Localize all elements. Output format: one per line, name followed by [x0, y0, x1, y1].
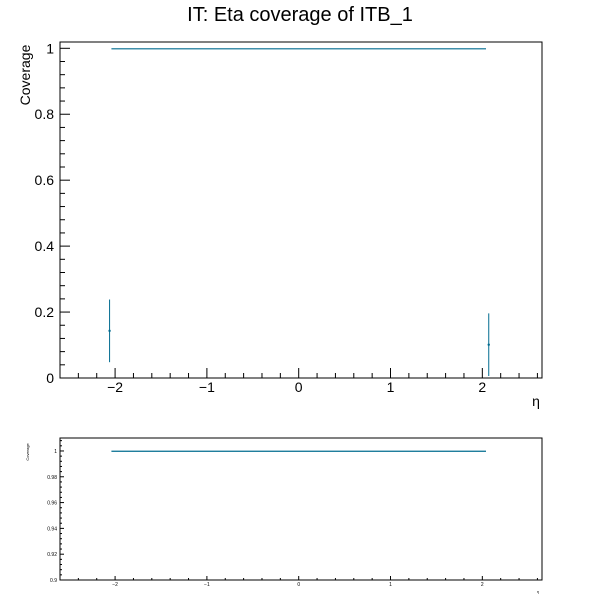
y-tick-label: 1 — [54, 449, 57, 455]
y-tick-label: 0.98 — [47, 475, 57, 481]
x-axis-label: η — [532, 393, 540, 409]
x-tick-label: −1 — [199, 379, 215, 395]
plot-frame — [59, 41, 543, 379]
chart-title: IT: Eta coverage of ITB_1 — [187, 4, 413, 26]
x-tick-label: −2 — [107, 379, 123, 395]
zoom-panel: 0.9 0.92 0.94 0.96 0.98 1 −2 −1 0 1 2 η Coverage — [25, 437, 543, 594]
x-tick-label: −2 — [112, 582, 118, 588]
x-tick-label: 2 — [478, 379, 486, 395]
x-tick-label: −1 — [204, 582, 210, 588]
y-axis-label: Coverage — [25, 443, 30, 461]
x-tick-label: 2 — [481, 582, 484, 588]
data-point — [108, 329, 111, 333]
y-tick-label: 0 — [46, 370, 54, 386]
main-panel: 0 0.2 0.4 0.6 0.8 1 −2 −1 0 1 2 η Coverage — [17, 40, 543, 409]
x-tick-label: 1 — [387, 379, 395, 395]
y-tick-label: 0.9 — [50, 578, 57, 584]
y-tick-label: 0.96 — [47, 501, 57, 507]
plot-frame — [59, 437, 543, 581]
y-tick-label: 0.8 — [35, 106, 55, 122]
x-axis-label: η — [537, 589, 539, 594]
y-tick-label: 0.6 — [35, 172, 55, 188]
y-tick-label: 0.2 — [35, 304, 55, 320]
y-tick-label: 0.94 — [47, 526, 57, 532]
x-tick-label: 1 — [389, 582, 392, 588]
y-tick-label: 1 — [46, 40, 54, 56]
x-tick-label: 0 — [297, 582, 300, 588]
y-tick-label: 0.4 — [35, 238, 55, 254]
y-tick-label: 0.92 — [47, 552, 57, 558]
data-point — [487, 343, 490, 346]
x-tick-label: 0 — [295, 379, 303, 395]
y-axis-label: Coverage — [17, 44, 33, 105]
